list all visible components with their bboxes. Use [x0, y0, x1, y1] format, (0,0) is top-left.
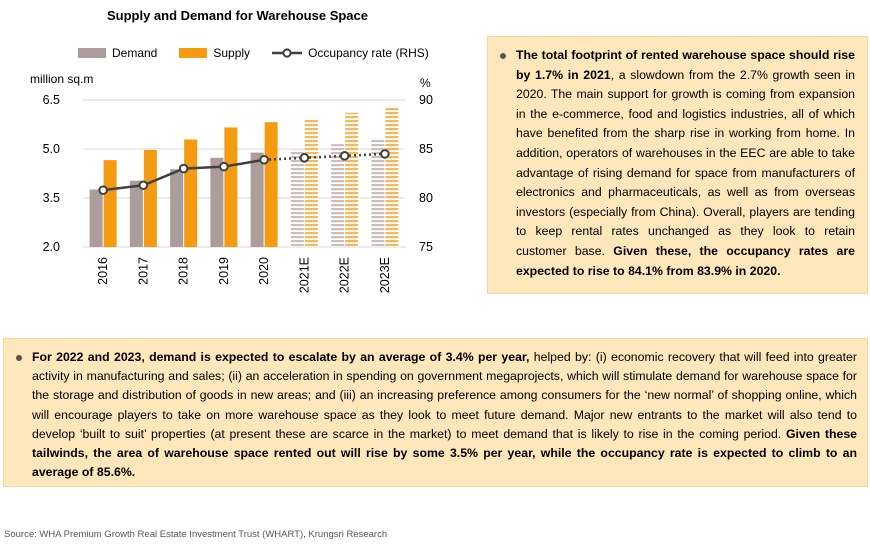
bullet-icon: [16, 355, 22, 361]
bar-demand: [89, 189, 103, 247]
bar-layer: [89, 106, 399, 248]
bar-demand: [371, 138, 385, 247]
legend-label-supply: Supply: [213, 46, 251, 60]
bar-supply: [103, 160, 117, 247]
legend-item-supply: Supply: [179, 46, 250, 60]
x-tick-label: 2023E: [378, 257, 392, 293]
warehouse-chart: 6.5 90 5.0 85 3.5 80 2.0 75 2016 2017 2018 2019 2020…: [43, 93, 433, 293]
bar-demand: [331, 144, 345, 247]
occupancy-point: [339, 151, 350, 161]
y-tick-label: 6.5: [43, 93, 60, 107]
commentary-paragraph-right: The total footprint of rented warehouse …: [500, 46, 855, 281]
occupancy-point: [380, 149, 390, 159]
y-tick-label: 3.5: [43, 191, 60, 205]
occupancy-point: [259, 154, 269, 165]
occupancy-point: [299, 153, 310, 163]
bar-supply: [184, 139, 198, 247]
bar-supply: [143, 149, 157, 247]
y2-tick-label: 90: [419, 93, 433, 107]
occupancy-line-forecast: [264, 152, 385, 162]
bar-supply: [345, 112, 359, 248]
chart-legend: Demand Supply Occupancy rate (RHS): [78, 46, 429, 60]
y2-tick-label: 85: [419, 142, 433, 156]
occupancy-point: [178, 163, 189, 174]
bullet-icon: [500, 53, 506, 59]
x-tick-label: 2021E: [297, 257, 311, 293]
commentary-bottom-text-1: helped by: (i) economic recovery that wi…: [32, 350, 857, 441]
x-tick-label: 2022E: [338, 257, 352, 293]
bar-supply: [304, 118, 318, 247]
commentary-bottom-bold-2: Given these tailwinds, the area of wareh…: [32, 426, 857, 480]
legend-label-occupancy: Occupancy rate (RHS): [308, 46, 429, 60]
bar-demand: [210, 157, 224, 247]
chart-title: Supply and Demand for Warehouse Space: [106, 8, 368, 23]
commentary-box-right: The total footprint of rented warehouse …: [487, 36, 868, 294]
bar-demand: [129, 180, 143, 247]
y-tick-label: 2.0: [43, 240, 60, 254]
commentary-bottom-bold-1: For 2022 and 2023, demand is expected to…: [32, 350, 530, 364]
x-tick-label: 2019: [217, 257, 231, 285]
commentary-box-bottom: For 2022 and 2023, demand is expected to…: [3, 338, 868, 487]
legend-swatch-demand: [78, 48, 106, 58]
bar-demand: [170, 169, 184, 247]
commentary-right-bold-2: Given these, the occupancy rates are exp…: [516, 243, 855, 278]
legend-swatch-occupancy: [272, 48, 303, 58]
legend-item-occupancy: Occupancy rate (RHS): [272, 46, 429, 60]
y-axis-unit-label: million sq.m: [30, 72, 94, 86]
legend-label-demand: Demand: [112, 46, 158, 60]
label-layer: 6.5 90 5.0 85 3.5 80 2.0 75 2016 2017 2018 2019 2020…: [43, 93, 433, 293]
commentary-right-bold-1: The total footprint of rented warehouse …: [516, 48, 855, 82]
bar-supply: [224, 127, 238, 247]
x-tick-label: 2016: [96, 257, 110, 285]
occupancy-point: [138, 180, 149, 191]
commentary-right-text-1: , a slowdown from the 2.7% growth seen i…: [516, 67, 855, 258]
x-tick-label: 2017: [136, 257, 150, 285]
bar-demand: [290, 149, 304, 247]
y-tick-label: 5.0: [43, 142, 60, 156]
bar-supply: [385, 106, 399, 247]
x-tick-label: 2018: [177, 257, 191, 285]
source-note: Source: WHA Premium Growth Real Estate I…: [4, 529, 388, 540]
line-layer: [98, 149, 390, 195]
legend-item-demand: Demand: [78, 46, 157, 60]
y2-axis-unit-label: %: [420, 76, 431, 90]
legend-swatch-supply: [179, 48, 208, 58]
bar-supply: [264, 122, 278, 247]
bar-demand: [250, 152, 264, 247]
occupancy-point: [219, 161, 229, 172]
y2-tick-label: 80: [419, 191, 433, 205]
y2-tick-label: 75: [419, 240, 433, 254]
commentary-paragraph-bottom: For 2022 and 2023, demand is expected to…: [16, 348, 857, 482]
x-tick-label: 2020: [257, 257, 271, 285]
occupancy-point: [98, 185, 108, 195]
